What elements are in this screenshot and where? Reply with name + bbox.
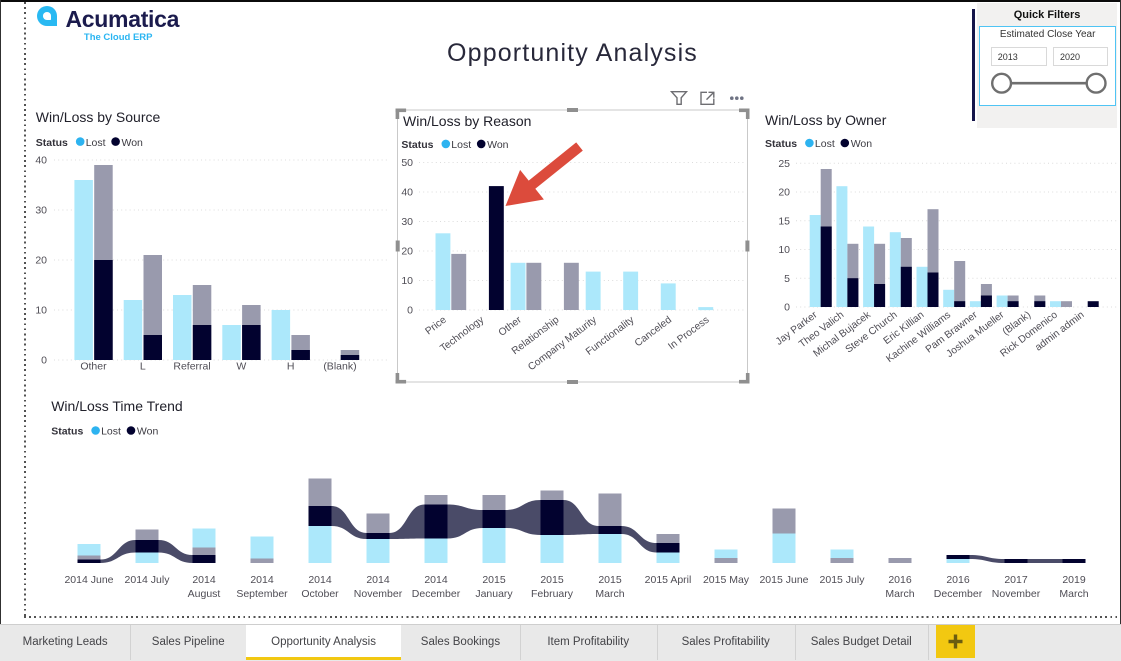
svg-text:2015 May: 2015 May xyxy=(703,574,750,586)
svg-text:2015: 2015 xyxy=(482,574,506,586)
svg-text:Status: Status xyxy=(51,426,83,438)
svg-text:Lost: Lost xyxy=(101,426,121,438)
svg-text:2015 April: 2015 April xyxy=(645,574,692,586)
svg-text:10: 10 xyxy=(778,244,790,256)
svg-text:40: 40 xyxy=(35,155,47,167)
svg-text:Won: Won xyxy=(851,138,873,150)
svg-text:March: March xyxy=(885,588,914,600)
svg-text:25: 25 xyxy=(778,158,790,170)
svg-text:Status: Status xyxy=(36,137,68,149)
svg-text:Status: Status xyxy=(765,138,797,150)
svg-text:Win/Loss by Reason: Win/Loss by Reason xyxy=(403,113,531,129)
svg-text:February: February xyxy=(531,588,574,600)
svg-text:Status: Status xyxy=(401,139,433,151)
svg-text:Win/Loss by Owner: Win/Loss by Owner xyxy=(765,112,887,128)
svg-text:5: 5 xyxy=(784,273,790,285)
svg-text:20: 20 xyxy=(35,255,47,267)
svg-text:2019: 2019 xyxy=(1062,574,1086,586)
svg-text:2016: 2016 xyxy=(946,574,970,586)
svg-text:Win/Loss by Source: Win/Loss by Source xyxy=(36,109,161,125)
svg-text:Company Maturity: Company Maturity xyxy=(526,314,599,373)
svg-text:30: 30 xyxy=(35,205,47,217)
svg-text:2015: 2015 xyxy=(540,574,564,586)
svg-text:2015 July: 2015 July xyxy=(820,574,866,586)
svg-text:October: October xyxy=(301,588,339,600)
svg-text:2017: 2017 xyxy=(1004,574,1028,586)
svg-text:Won: Won xyxy=(137,426,159,438)
svg-text:0: 0 xyxy=(407,305,413,317)
svg-text:2014: 2014 xyxy=(192,574,216,586)
svg-text:Referral: Referral xyxy=(173,361,210,373)
svg-text:November: November xyxy=(354,588,403,600)
svg-text:40: 40 xyxy=(401,187,413,199)
svg-text:20: 20 xyxy=(401,246,413,258)
svg-text:2015 June: 2015 June xyxy=(759,574,808,586)
svg-text:Lost: Lost xyxy=(86,137,106,149)
svg-text:September: September xyxy=(236,588,288,600)
svg-text:2014: 2014 xyxy=(250,574,274,586)
svg-text:(Blank): (Blank) xyxy=(323,361,356,373)
svg-text:Won: Won xyxy=(122,137,144,149)
svg-text:2016: 2016 xyxy=(888,574,912,586)
svg-text:H: H xyxy=(287,361,295,373)
svg-text:Won: Won xyxy=(487,139,509,151)
svg-text:Lost: Lost xyxy=(815,138,835,150)
svg-text:Win/Loss Time Trend: Win/Loss Time Trend xyxy=(51,398,183,414)
svg-text:December: December xyxy=(412,588,461,600)
svg-text:Other: Other xyxy=(497,314,524,338)
svg-text:In Process: In Process xyxy=(666,315,711,353)
svg-text:0: 0 xyxy=(41,355,47,367)
svg-text:December: December xyxy=(934,588,983,600)
svg-text:Lost: Lost xyxy=(451,139,471,151)
svg-text:2014: 2014 xyxy=(308,574,332,586)
svg-text:Price: Price xyxy=(424,314,449,337)
svg-text:20: 20 xyxy=(778,187,790,199)
svg-text:L: L xyxy=(140,361,146,373)
svg-text:50: 50 xyxy=(401,157,413,169)
svg-text:2014: 2014 xyxy=(366,574,390,586)
svg-text:November: November xyxy=(992,588,1041,600)
svg-text:August: August xyxy=(188,588,221,600)
svg-text:10: 10 xyxy=(401,275,413,287)
svg-text:W: W xyxy=(236,361,246,373)
svg-text:March: March xyxy=(1059,588,1088,600)
svg-text:2015: 2015 xyxy=(598,574,622,586)
svg-text:2014: 2014 xyxy=(424,574,448,586)
svg-text:30: 30 xyxy=(401,216,413,228)
svg-text:January: January xyxy=(475,588,513,600)
svg-text:15: 15 xyxy=(778,215,790,227)
svg-text:March: March xyxy=(595,588,624,600)
svg-text:10: 10 xyxy=(35,305,47,317)
svg-text:0: 0 xyxy=(784,302,790,314)
svg-text:2014 July: 2014 July xyxy=(125,574,171,586)
svg-text:Other: Other xyxy=(80,361,107,373)
svg-text:2014 June: 2014 June xyxy=(64,574,113,586)
